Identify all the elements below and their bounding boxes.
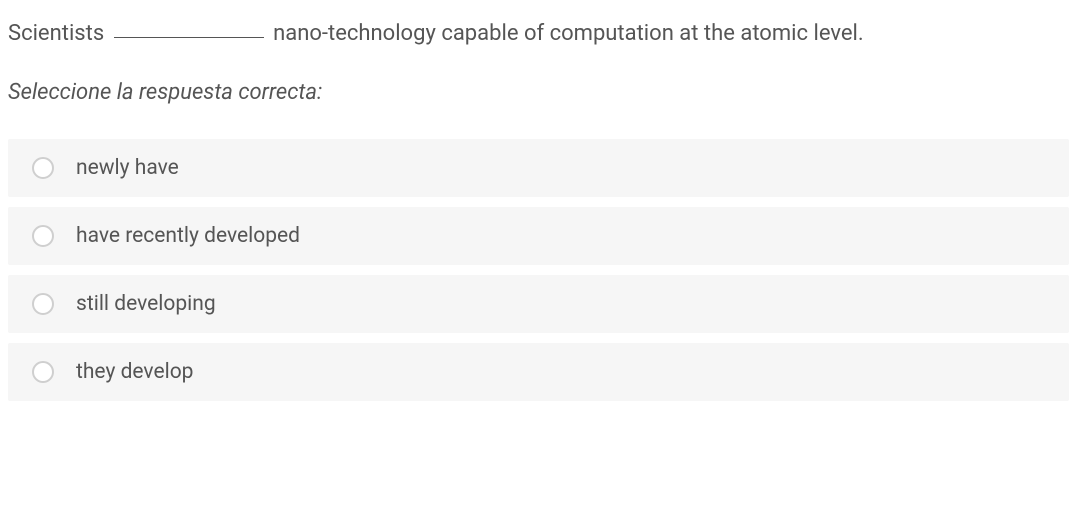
radio-icon[interactable] (32, 293, 54, 315)
question-text: Scientists nano-technology capable of co… (8, 18, 1069, 50)
radio-icon[interactable] (32, 157, 54, 179)
fill-blank (114, 16, 264, 38)
option-row[interactable]: still developing (8, 275, 1069, 333)
options-list: newly have have recently developed still… (8, 139, 1069, 401)
instruction-text: Seleccione la respuesta correcta: (8, 80, 1069, 105)
option-row[interactable]: newly have (8, 139, 1069, 197)
option-label: they develop (76, 360, 193, 384)
option-row[interactable]: have recently developed (8, 207, 1069, 265)
question-prefix: Scientists (8, 21, 110, 46)
radio-icon[interactable] (32, 361, 54, 383)
option-label: still developing (76, 292, 216, 316)
option-label: have recently developed (76, 224, 300, 248)
radio-icon[interactable] (32, 225, 54, 247)
question-suffix: nano-technology capable of computation a… (268, 21, 864, 46)
option-label: newly have (76, 156, 179, 180)
option-row[interactable]: they develop (8, 343, 1069, 401)
